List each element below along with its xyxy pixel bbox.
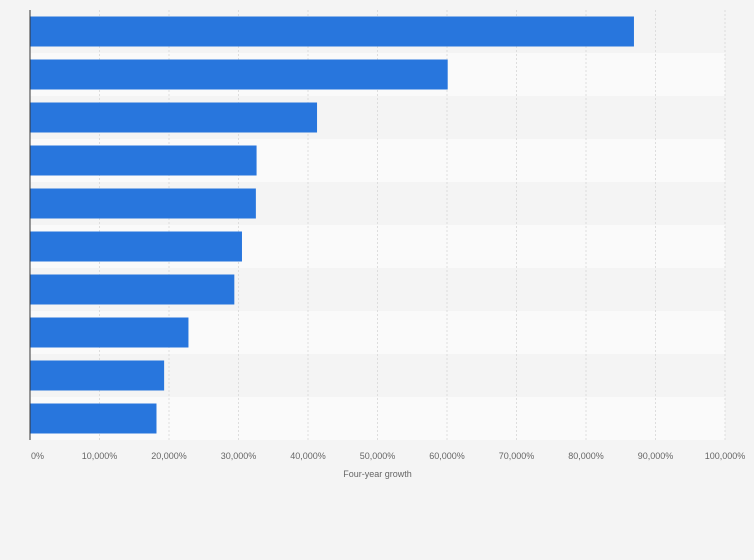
bar[interactable]	[30, 360, 165, 391]
x-tick-label: 40,000%	[290, 451, 326, 461]
x-tick-label: 80,000%	[568, 451, 604, 461]
x-axis-title: Four-year growth	[343, 469, 412, 479]
x-tick-label: 60,000%	[429, 451, 465, 461]
x-axis-ticks: 0% 10,000% 20,000% 30,000% 40,000% 50,000% 60,…	[31, 451, 745, 461]
bar[interactable]	[30, 145, 257, 176]
x-tick-label: 20,000%	[151, 451, 187, 461]
x-tick-label: 90,000%	[638, 451, 674, 461]
x-tick-label: 10,000%	[82, 451, 118, 461]
x-tick-label: 30,000%	[221, 451, 257, 461]
x-tick-label: 100,000%	[705, 451, 746, 461]
bar[interactable]	[30, 16, 634, 47]
bar[interactable]	[30, 188, 256, 219]
x-tick-label: 50,000%	[360, 451, 396, 461]
bar[interactable]	[30, 403, 157, 434]
bar[interactable]	[30, 59, 448, 90]
bar[interactable]	[30, 317, 189, 348]
x-tick-label: 0%	[31, 451, 44, 461]
bar[interactable]	[30, 231, 242, 262]
bars	[30, 16, 634, 434]
bar[interactable]	[30, 274, 235, 305]
bar[interactable]	[30, 102, 318, 133]
x-tick-label: 70,000%	[499, 451, 535, 461]
